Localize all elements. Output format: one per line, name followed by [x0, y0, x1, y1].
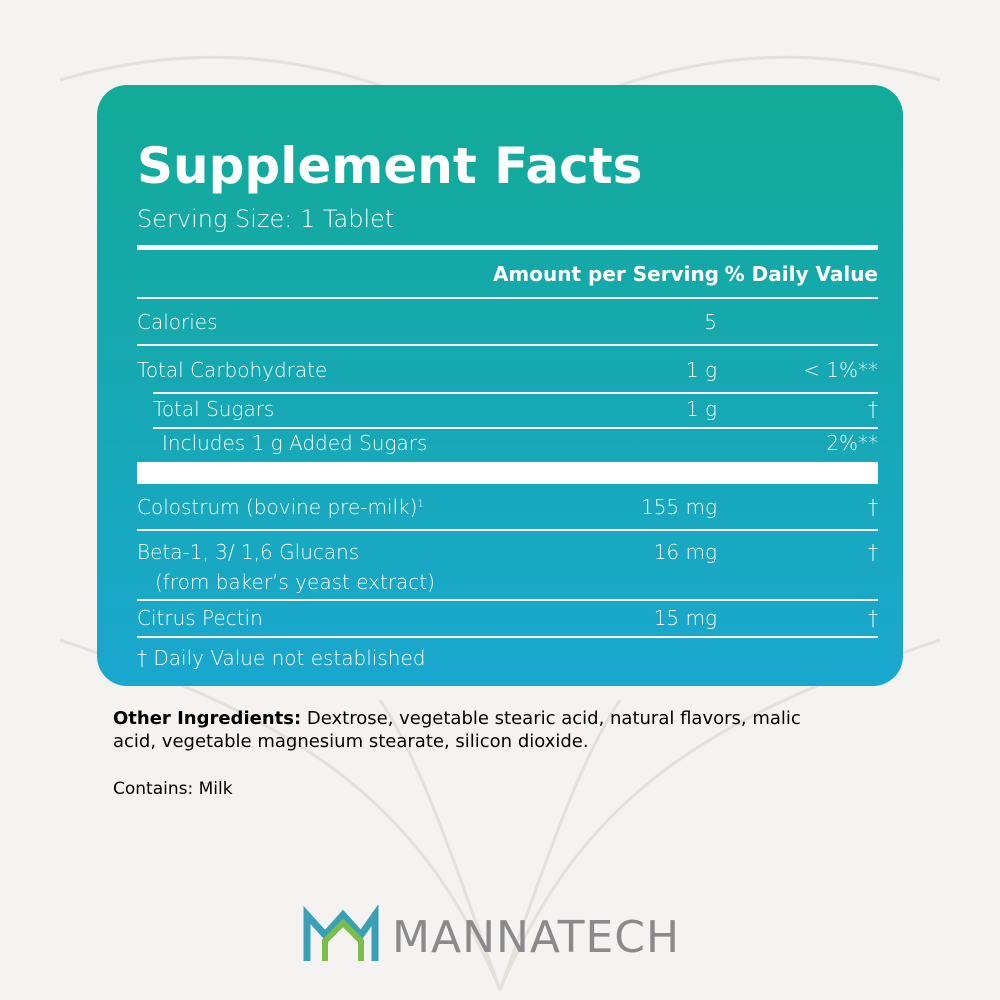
row-dv: † — [868, 397, 878, 421]
rule — [137, 344, 878, 346]
row-dv: † — [868, 606, 878, 630]
logo-icon — [303, 905, 379, 961]
row-amount: 15 mg — [653, 606, 717, 630]
row-name: Total Carbohydrate — [137, 358, 328, 382]
row-name: Includes 1 g Added Sugars — [162, 431, 428, 455]
row-amount: 155 mg — [640, 495, 717, 519]
brand: MANNATECH — [392, 912, 681, 963]
rule — [153, 392, 878, 394]
rule — [137, 462, 878, 484]
other-label: Other Ingredients: — [113, 708, 302, 729]
row-name: Beta-1, 3/ 1,6 Glucans — [137, 540, 360, 564]
row-amount: 5 — [704, 310, 717, 334]
row-amount: 1 g — [685, 397, 717, 421]
row-amount: 1 g — [685, 358, 717, 382]
row-dv: < 1%** — [803, 358, 878, 382]
rule — [137, 529, 878, 531]
rule — [137, 636, 878, 638]
contains: Contains: Milk — [113, 779, 233, 799]
title: Supplement Facts — [137, 137, 643, 195]
row-dv: 2%** — [826, 431, 878, 455]
row-sub: (from baker’s yeast extract) — [155, 570, 435, 594]
row-dv: † — [868, 540, 878, 564]
row-name: Total Sugars — [153, 397, 275, 421]
dv-header: % Daily Value — [724, 262, 878, 286]
row-name: Calories — [137, 310, 218, 334]
row-name: Colostrum (bovine pre-milk)1 — [137, 495, 424, 519]
other-text: Dextrose, vegetable stearic acid, natura… — [113, 708, 801, 752]
rule — [137, 245, 878, 250]
facts-panel: Supplement Facts Serving Size: 1 Tablet … — [97, 85, 903, 686]
rule — [153, 427, 878, 429]
note: 1 — [417, 498, 424, 510]
footnote: † Daily Value not established — [137, 646, 426, 670]
row-dv: † — [868, 495, 878, 519]
rule — [137, 297, 878, 299]
row-name: Citrus Pectin — [137, 606, 263, 630]
amount-header: Amount per Serving — [492, 262, 719, 286]
rule — [137, 599, 878, 601]
row-amount: 16 mg — [653, 540, 717, 564]
serving-size: Serving Size: 1 Tablet — [137, 205, 395, 233]
other-ingredients: Other Ingredients: Dextrose, vegetable s… — [113, 707, 833, 753]
